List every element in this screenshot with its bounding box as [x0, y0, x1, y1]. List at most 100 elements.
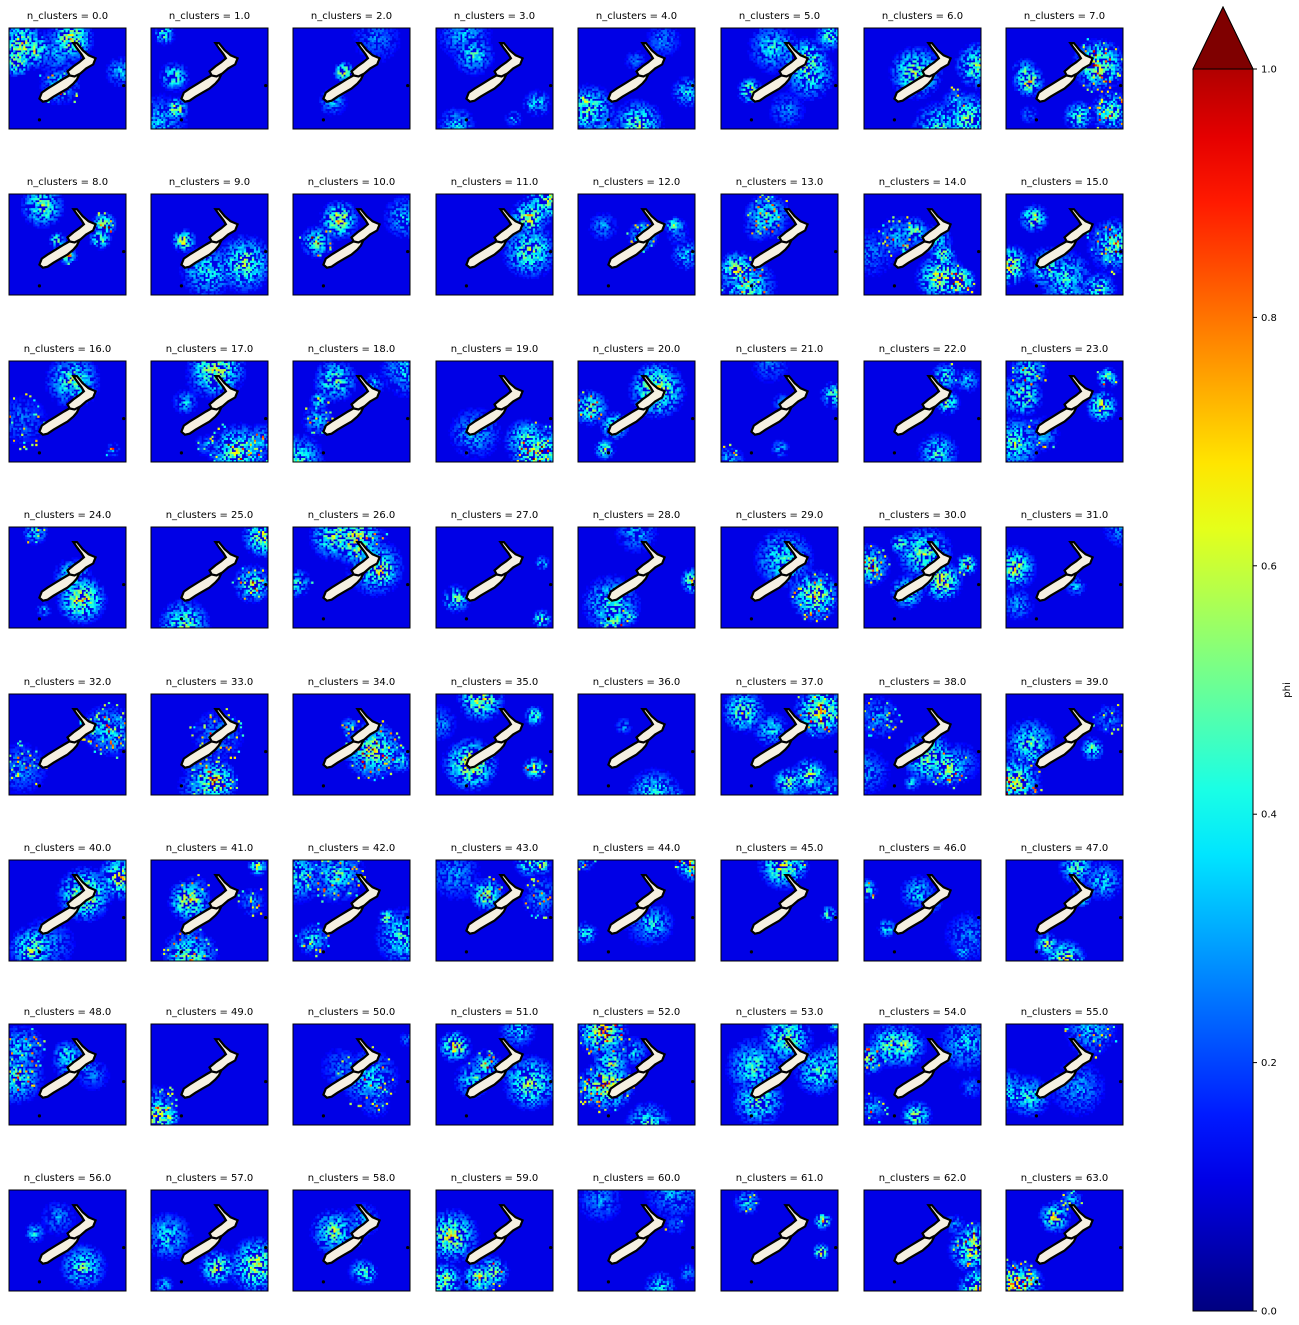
heatmap-cell	[120, 76, 122, 78]
heatmap-cell	[159, 32, 161, 34]
heatmap-cell	[114, 60, 116, 62]
heatmap-cell	[165, 40, 167, 42]
heatmap-cell	[70, 95, 72, 97]
heatmap-cell	[86, 40, 88, 42]
heatmap-cell	[108, 81, 110, 83]
heatmap-cell	[35, 32, 37, 34]
heatmap-cell	[177, 68, 179, 70]
heatmap-cell	[53, 103, 55, 105]
heatmap-cell	[161, 38, 163, 40]
heatmap-cell	[49, 64, 51, 66]
heatmap-cell	[82, 38, 84, 40]
heatmap-cell	[76, 56, 78, 58]
heatmap-cell	[15, 42, 17, 44]
heatmap-cell	[59, 38, 61, 40]
heatmap-cell	[165, 42, 167, 44]
heatmap-cell	[165, 79, 167, 81]
heatmap-cell	[59, 76, 61, 78]
heatmap-cell	[23, 62, 25, 64]
heatmap-cell	[167, 85, 169, 87]
heatmap-cell	[63, 56, 65, 58]
heatmap-cell	[169, 121, 171, 123]
heatmap-cell	[39, 42, 41, 44]
heatmap-cell	[19, 68, 21, 70]
heatmap-cell	[120, 60, 122, 62]
heatmap-cell	[171, 85, 173, 87]
heatmap-cell	[183, 85, 185, 87]
heatmap-cell	[78, 36, 80, 38]
heatmap-cell	[47, 79, 49, 81]
heatmap-cell	[45, 81, 47, 83]
heatmap-cell	[57, 64, 59, 66]
heatmap-cell	[33, 42, 35, 44]
heatmap-cell	[49, 70, 51, 72]
heatmap-cell	[82, 40, 84, 42]
heatmap-cell	[31, 44, 33, 46]
heatmap-cell	[72, 93, 74, 95]
heatmap-cell	[37, 66, 39, 68]
heatmap-cell	[185, 81, 187, 83]
heatmap-cell	[39, 56, 41, 58]
heatmap-cell	[11, 38, 13, 40]
heatmap-cell	[74, 34, 76, 36]
heatmap-cell	[155, 95, 157, 97]
heatmap-cell	[155, 123, 157, 125]
heatmap-cell	[35, 46, 37, 48]
heatmap-cell	[171, 89, 173, 91]
heatmap-cell	[17, 72, 19, 74]
heatmap-cell	[78, 38, 80, 40]
heatmap-cell	[27, 52, 29, 54]
heatmap-cell	[29, 30, 31, 32]
heatmap-cell	[374, 30, 376, 32]
heatmap-cell	[35, 58, 37, 60]
heatmap-cell	[51, 103, 53, 105]
heatmap-cell	[169, 95, 171, 97]
heatmap-cell	[78, 93, 80, 95]
panel-title: n_clusters = 0.0	[27, 11, 108, 22]
heatmap-cell	[61, 52, 63, 54]
heatmap-cell	[68, 62, 70, 64]
heatmap-cell	[13, 32, 15, 34]
heatmap-cell	[23, 32, 25, 34]
heatmap-cell	[21, 36, 23, 38]
heatmap-cell	[15, 54, 17, 56]
heatmap-cell	[53, 42, 55, 44]
heatmap-cell	[181, 76, 183, 78]
chatham-island-land	[122, 84, 125, 87]
heatmap-cell	[25, 42, 27, 44]
heatmap-cell	[106, 68, 108, 70]
heatmap-cell	[84, 36, 86, 38]
heatmap-cell	[390, 30, 392, 32]
heatmap-cell	[120, 58, 122, 60]
heatmap-cell	[175, 113, 177, 115]
heatmap-cell	[51, 54, 53, 56]
heatmap-cell	[179, 111, 181, 113]
heatmap-cell	[59, 30, 61, 32]
heatmap-cell	[177, 79, 179, 81]
heatmap-cell	[76, 36, 78, 38]
heatmap-cell	[118, 64, 120, 66]
heatmap-cell	[13, 48, 15, 50]
heatmap-cell	[39, 54, 41, 56]
heatmap-cell	[376, 30, 378, 32]
heatmap-cell	[39, 50, 41, 52]
heatmap-cell	[59, 74, 61, 76]
heatmap-cell	[31, 62, 33, 64]
heatmap-cell	[43, 56, 45, 58]
heatmap-cell	[65, 40, 67, 42]
heatmap-cell	[173, 121, 175, 123]
heatmap-cell	[173, 111, 175, 113]
heatmap-cell	[114, 74, 116, 76]
heatmap-cell	[169, 103, 171, 105]
heatmap-cell	[15, 70, 17, 72]
heatmap-cell	[157, 113, 159, 115]
heatmap-cell	[49, 60, 51, 62]
heatmap-cell	[25, 40, 27, 42]
heatmap-cell	[122, 70, 124, 72]
heatmap-cell	[163, 101, 165, 103]
heatmap-cell	[112, 74, 114, 76]
heatmap-cell	[17, 60, 19, 62]
heatmap-cell	[21, 70, 23, 72]
heatmap-cell	[169, 113, 171, 115]
heatmap-cell	[398, 32, 400, 34]
